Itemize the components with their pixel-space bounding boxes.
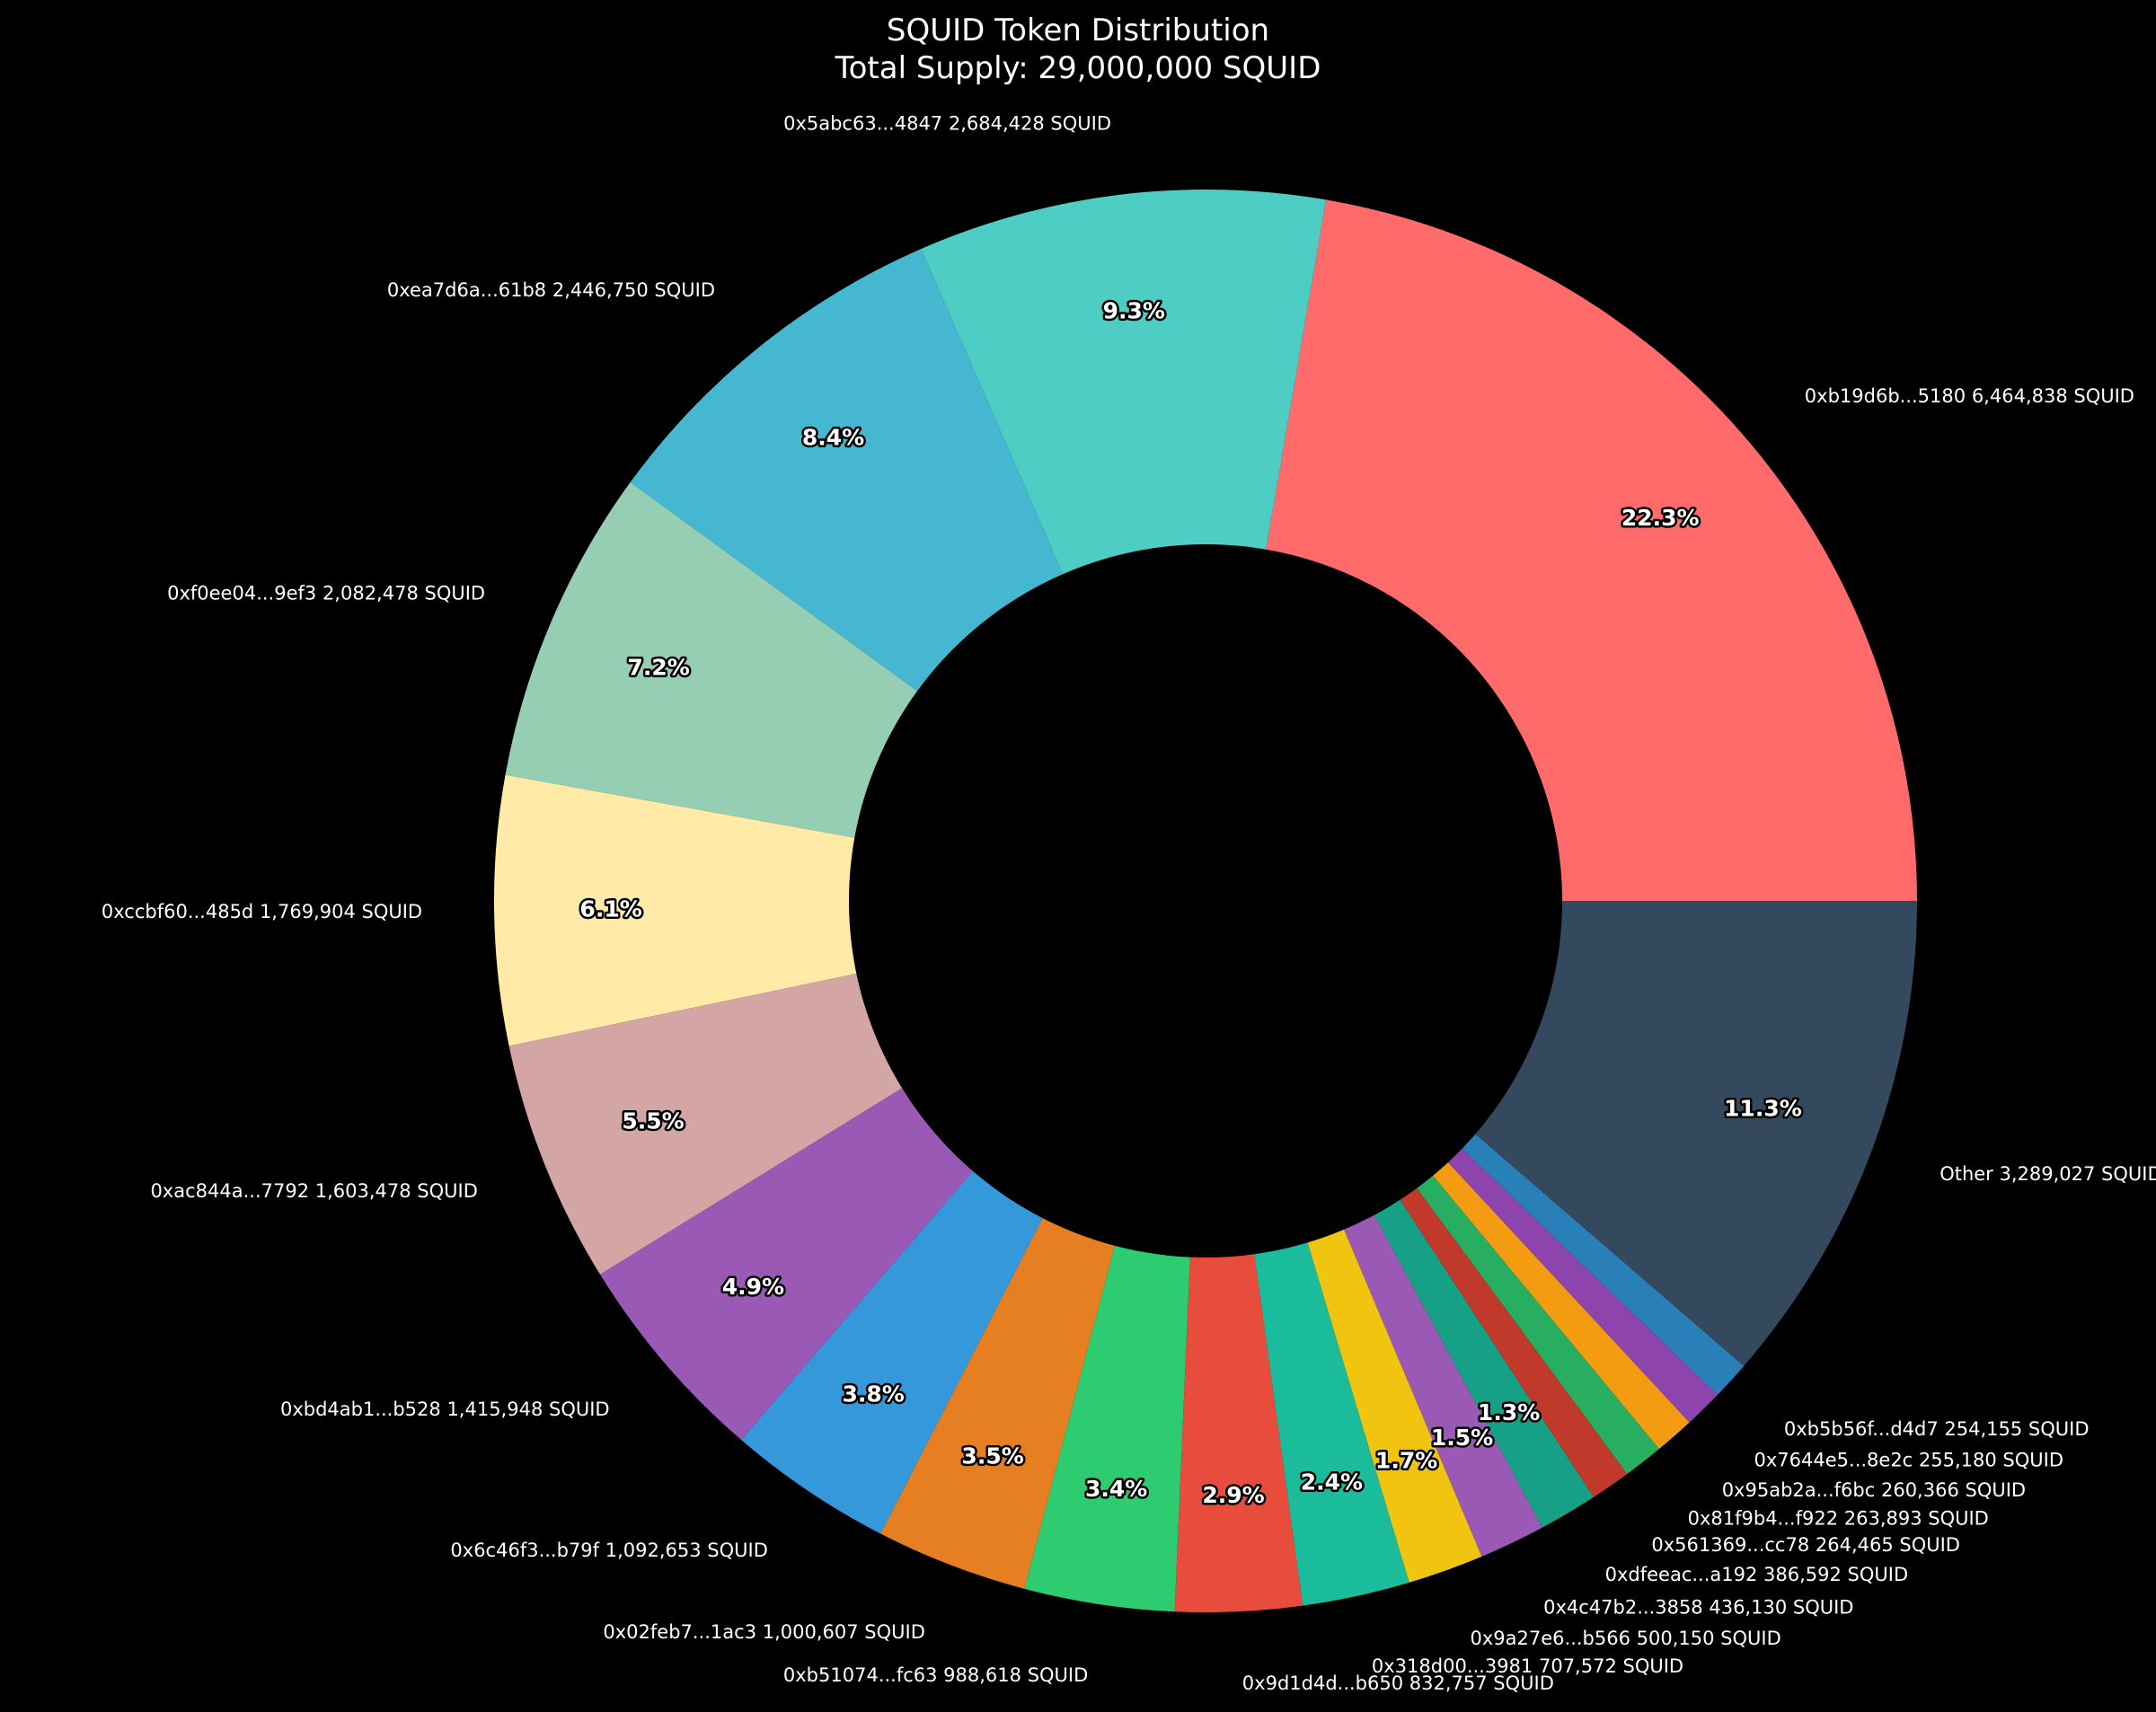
slice-label-address: 0x4c47b2...3858 <box>1543 1597 1703 1619</box>
slice-label-address: 0x7644e5...8e2c <box>1754 1450 1913 1471</box>
slice-label-amount: 263,893 SQUID <box>1838 1507 1989 1529</box>
slice-label-amount: 1,092,653 SQUID <box>599 1540 768 1561</box>
slice-percent-label-10: 2.9% <box>1202 1482 1264 1508</box>
slice-label-address: 0xac844a...7792 <box>150 1180 309 1202</box>
slice-label-address: 0x95ab2a...f6bc <box>1722 1479 1876 1501</box>
slice-label-amount: 2,082,478 SQUID <box>316 583 485 604</box>
slice-percent-label-12: 1.7% <box>1375 1448 1437 1474</box>
slice-label-20: Other 3,289,027 SQUID <box>1940 1163 2156 1185</box>
percent-labels-group: 22.3% 9.3% 8.4% 7.2% 6.1% 5.5% 4.9% 3.8% 3.5% 3.4… <box>578 296 1804 1511</box>
slice-label-9: 0xb51074...fc63 988,618 SQUID <box>783 1664 1088 1686</box>
slice-label-amount: 260,366 SQUID <box>1875 1479 2026 1501</box>
slice-label-address: 0x318d00...3981 <box>1372 1655 1533 1677</box>
slice-label-19: 0xb5b56f...d4d7 254,155 SQUID <box>1784 1418 2090 1440</box>
slice-label-amount: 832,757 SQUID <box>1403 1672 1554 1694</box>
slice-label-address: 0xb19d6b...5180 <box>1805 385 1966 407</box>
slice-label-address: 0x02feb7...1ac3 <box>603 1621 756 1643</box>
slice-percent-label-14: 1.3% <box>1478 1399 1540 1425</box>
slice-percent-label-9: 3.4% <box>1085 1476 1147 1502</box>
slice-percent-label-0: 22.3% <box>1621 505 1700 531</box>
slice-label-amount: 1,603,478 SQUID <box>309 1180 478 1202</box>
slice-label-11: 0x318d00...3981 707,572 SQUID <box>1372 1655 1683 1677</box>
slice-label-2: 0xea7d6a...61b8 2,446,750 SQUID <box>387 279 715 301</box>
slice-label-8: 0x02feb7...1ac3 1,000,607 SQUID <box>603 1621 925 1643</box>
slice-label-amount: 707,572 SQUID <box>1533 1655 1683 1677</box>
slice-percent-label-11: 2.4% <box>1301 1469 1363 1495</box>
slice-label-13: 0x4c47b2...3858 436,130 SQUID <box>1543 1597 1853 1619</box>
slice-label-0: 0xb19d6b...5180 6,464,838 SQUID <box>1805 385 2134 407</box>
slice-label-5: 0xac844a...7792 1,603,478 SQUID <box>150 1180 477 1202</box>
slice-label-7: 0x6c46f3...b79f 1,092,653 SQUID <box>450 1540 767 1561</box>
slice-label-amount: 1,769,904 SQUID <box>253 901 422 922</box>
slice-label-amount: 1,000,607 SQUID <box>756 1621 925 1643</box>
slice-label-address: 0x81f9b4...f922 <box>1688 1507 1838 1529</box>
slice-label-3: 0xf0ee04...9ef3 2,082,478 SQUID <box>167 583 485 604</box>
slice-percent-label-7: 3.8% <box>843 1381 905 1408</box>
slice-labels-group: 0xb19d6b...5180 6,464,838 SQUID 0x5abc63.… <box>102 112 2156 1694</box>
slice-label-amount: 264,465 SQUID <box>1809 1534 1960 1556</box>
slice-label-amount: 2,684,428 SQUID <box>942 112 1111 134</box>
slice-label-address: 0xea7d6a...61b8 <box>387 279 546 301</box>
slice-label-address: 0xb51074...fc63 <box>783 1664 938 1686</box>
slice-label-amount: 6,464,838 SQUID <box>1966 385 2134 407</box>
slice-label-6: 0xbd4ab1...b528 1,415,948 SQUID <box>280 1399 610 1420</box>
chart-title: SQUID Token Distribution <box>887 13 1269 49</box>
slice-label-10: 0x9d1d4d...b650 832,757 SQUID <box>1242 1672 1554 1694</box>
slice-label-amount: 254,155 SQUID <box>1939 1418 2090 1440</box>
slice-percent-label-4: 6.1% <box>579 896 641 922</box>
slice-label-address: 0x9d1d4d...b650 <box>1242 1672 1403 1694</box>
slice-label-amount: 1,415,948 SQUID <box>441 1399 610 1420</box>
slice-label-14: 0xdfeeac...a192 386,592 SQUID <box>1605 1564 1909 1585</box>
slice-label-address: 0x561369...cc78 <box>1651 1534 1809 1556</box>
slice-label-amount: 3,289,027 SQUID <box>1993 1163 2156 1185</box>
slice-percent-label-3: 7.2% <box>628 655 690 681</box>
slice-label-address: 0xccbf60...485d <box>102 901 253 922</box>
slice-label-address: 0x6c46f3...b79f <box>450 1540 599 1561</box>
slice-percent-label-5: 5.5% <box>622 1108 684 1134</box>
slice-label-12: 0x9a27e6...b566 500,150 SQUID <box>1471 1628 1781 1649</box>
slice-label-address: 0x5abc63...4847 <box>783 112 942 134</box>
slice-label-16: 0x81f9b4...f922 263,893 SQUID <box>1688 1507 1989 1529</box>
slice-label-address: 0x9a27e6...b566 <box>1471 1628 1630 1649</box>
slice-label-address: 0xf0ee04...9ef3 <box>167 583 316 604</box>
slice-label-address: 0xdfeeac...a192 <box>1605 1564 1758 1585</box>
donut-hole <box>849 544 1562 1258</box>
slice-percent-label-13: 1.5% <box>1431 1425 1493 1451</box>
slice-percent-label-6: 4.9% <box>722 1274 784 1300</box>
slice-label-address: 0xb5b56f...d4d7 <box>1784 1418 1939 1440</box>
slice-label-amount: 255,180 SQUID <box>1913 1450 2063 1471</box>
slice-label-amount: 2,446,750 SQUID <box>546 279 715 301</box>
slice-percent-label-1: 9.3% <box>1103 297 1165 323</box>
slice-label-amount: 386,592 SQUID <box>1757 1564 1908 1585</box>
slice-label-15: 0x561369...cc78 264,465 SQUID <box>1651 1534 1960 1556</box>
slice-label-18: 0x7644e5...8e2c 255,180 SQUID <box>1754 1450 2064 1471</box>
slice-percent-label-8: 3.5% <box>961 1443 1023 1469</box>
slice-label-amount: 988,618 SQUID <box>938 1664 1089 1686</box>
slice-label-4: 0xccbf60...485d 1,769,904 SQUID <box>102 901 422 922</box>
slice-label-amount: 500,150 SQUID <box>1630 1628 1781 1649</box>
slice-label-17: 0x95ab2a...f6bc 260,366 SQUID <box>1722 1479 2026 1501</box>
slice-label-amount: 436,130 SQUID <box>1703 1597 1854 1619</box>
chart-subtitle: Total Supply: 29,000,000 SQUID <box>835 50 1321 86</box>
slice-percent-label-2: 8.4% <box>802 424 864 450</box>
slice-percent-label-20: 11.3% <box>1724 1095 1802 1121</box>
slice-label-address: 0xbd4ab1...b528 <box>280 1399 441 1420</box>
slice-label-address: Other <box>1940 1163 1993 1185</box>
slice-label-1: 0x5abc63...4847 2,684,428 SQUID <box>783 112 1111 134</box>
